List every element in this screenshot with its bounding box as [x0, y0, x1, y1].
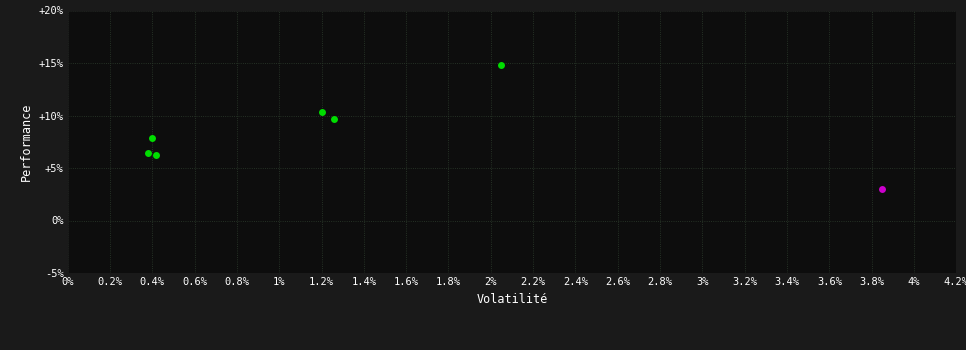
X-axis label: Volatilité: Volatilité [476, 293, 548, 306]
Point [140, 150, 156, 156]
Point [314, 110, 329, 115]
Y-axis label: Performance: Performance [20, 103, 33, 181]
Point [874, 186, 890, 192]
Point [327, 116, 342, 121]
Point [145, 135, 160, 140]
Point [149, 153, 164, 158]
Point [494, 62, 509, 68]
